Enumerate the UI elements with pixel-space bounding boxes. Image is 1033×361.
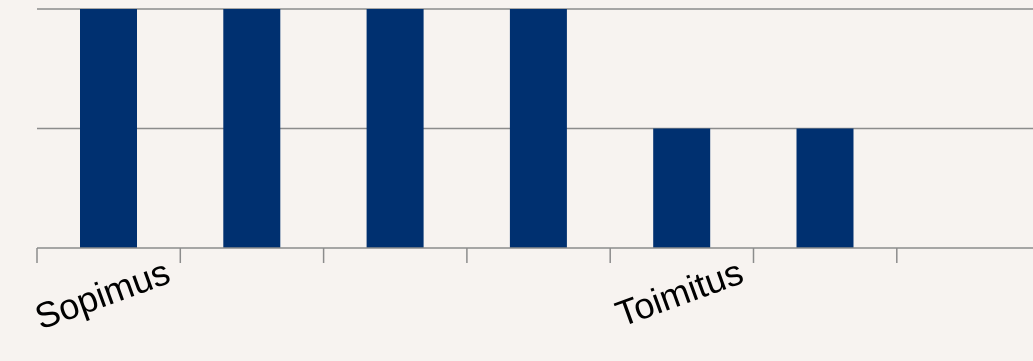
bar-4 (509, 9, 567, 248)
x-tick-label-5: Toimitus (610, 251, 748, 335)
bar-6 (796, 128, 854, 248)
bar-3 (366, 9, 424, 248)
bar-2 (223, 9, 281, 248)
x-tick-labels: Sopimus Toimitus (29, 251, 748, 337)
bars (80, 9, 854, 248)
x-axis (36, 247, 1033, 263)
bar-5 (653, 128, 711, 248)
bar-1 (80, 9, 137, 248)
x-tick-label-1: Sopimus (29, 251, 175, 337)
